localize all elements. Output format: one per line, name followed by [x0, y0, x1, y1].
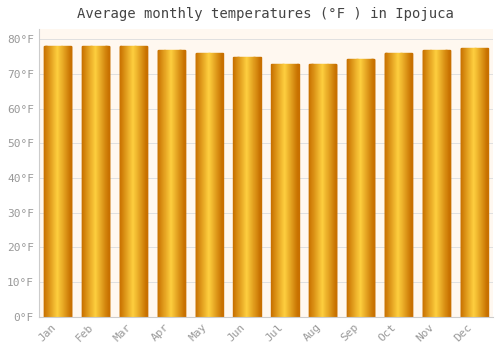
Title: Average monthly temperatures (°F ) in Ipojuca: Average monthly temperatures (°F ) in Ip…: [78, 7, 454, 21]
